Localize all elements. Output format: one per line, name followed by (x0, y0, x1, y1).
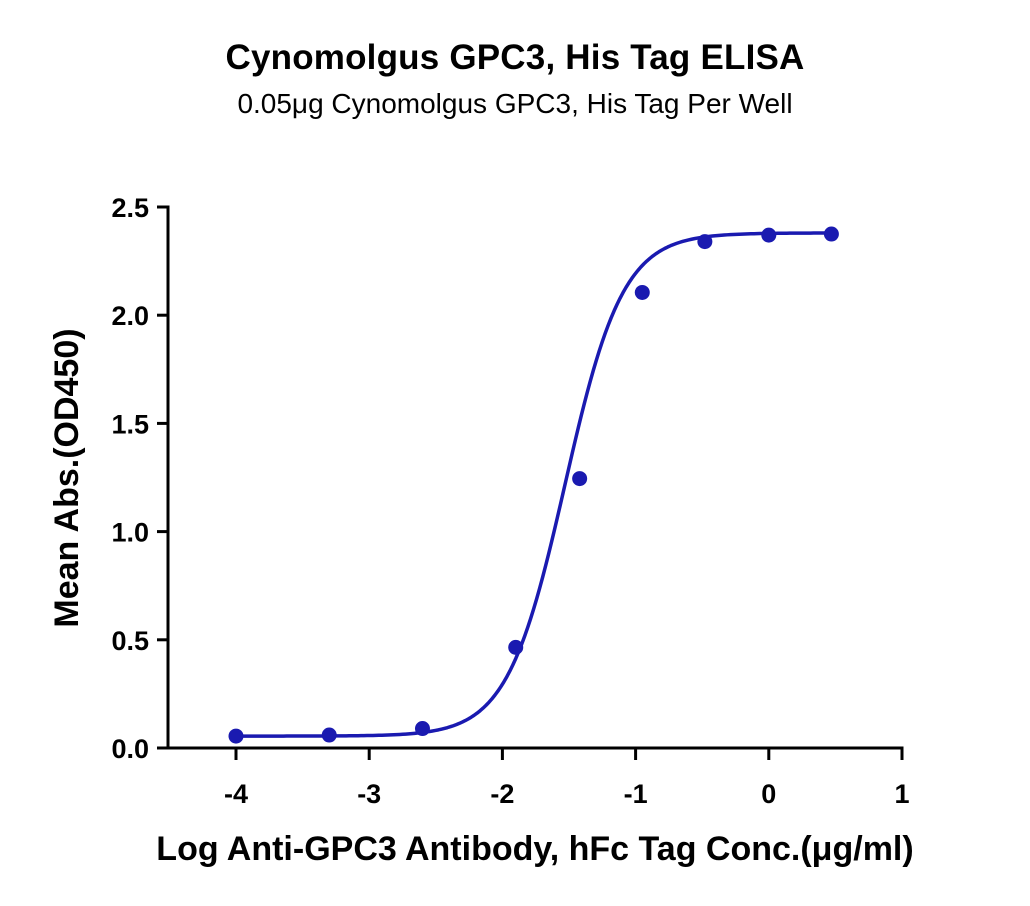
y-tick-label: 0.0 (111, 734, 149, 764)
data-point (634, 284, 650, 300)
data-point (697, 234, 713, 250)
y-tick-label: 2.0 (111, 301, 149, 331)
x-tick-label: -2 (490, 779, 514, 809)
chart-subtitle: 0.05μg Cynomolgus GPC3, His Tag Per Well (237, 88, 793, 119)
x-tick-label: 0 (761, 779, 776, 809)
data-point (228, 728, 244, 744)
x-tick-label: 1 (894, 779, 909, 809)
y-axis-title: Mean Abs.(OD450) (48, 328, 86, 627)
axes (157, 205, 904, 760)
x-tick-label: -4 (224, 779, 248, 809)
data-point (572, 471, 588, 487)
data-point (414, 721, 430, 737)
data-point (508, 639, 524, 655)
data-point (321, 727, 337, 743)
y-tick-label: 1.5 (111, 409, 149, 439)
y-tick-label: 1.0 (111, 518, 149, 548)
y-tick-label: 2.5 (111, 193, 149, 223)
data-point (761, 227, 777, 243)
fit-curve-layer (234, 231, 834, 738)
x-tick-label: -1 (624, 779, 648, 809)
y-tick-label: 0.5 (111, 626, 149, 656)
x-tick-label: -3 (357, 779, 381, 809)
data-point (823, 226, 839, 242)
chart-title: Cynomolgus GPC3, His Tag ELISA (225, 38, 805, 77)
fit-curve (234, 231, 834, 738)
data-points-layer (228, 226, 839, 744)
axis-labels-layer: 0.0 0.5 1.0 1.5 2.0 2.5 -4 -3 -2 -1 0 1 Log Anti-GPC… (48, 193, 914, 868)
x-axis-title: Log Anti-GPC3 Antibody, hFc Tag Conc.(μg… (156, 830, 913, 868)
